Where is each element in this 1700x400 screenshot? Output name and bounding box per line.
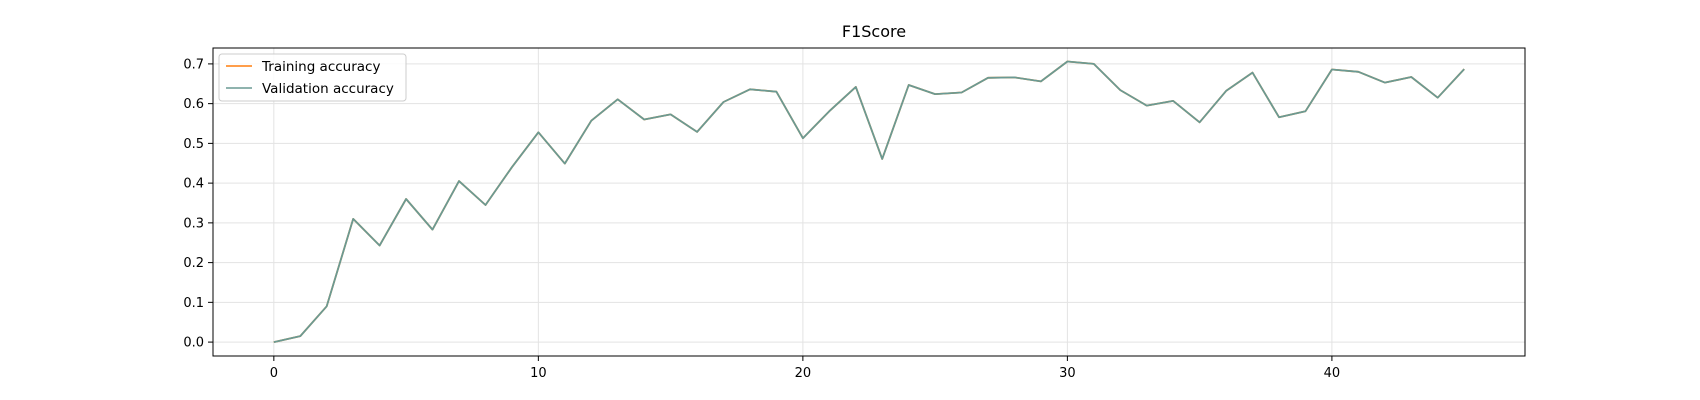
x-tick-label: 40	[1324, 366, 1341, 381]
x-tick-label: 20	[795, 366, 812, 381]
x-tick-label: 10	[530, 366, 547, 381]
y-tick-label: 0.0	[183, 336, 204, 351]
y-tick-label: 0.4	[183, 177, 204, 192]
y-axis: 0.0 0.1 0.2 0.3 0.4 0.5 0.6 0.7	[183, 57, 213, 351]
validation-accuracy-line	[273, 60, 1465, 343]
plot-frame	[212, 47, 1526, 357]
series-lines	[273, 60, 1465, 343]
chart-title: F1Score	[842, 22, 906, 41]
y-tick-label: 0.6	[183, 97, 204, 112]
grid	[213, 48, 1525, 356]
y-tick-label: 0.5	[183, 137, 204, 152]
y-tick-label: 0.2	[183, 256, 204, 271]
legend: Training accuracy Validation accuracy	[218, 53, 407, 102]
y-tick-label: 0.1	[183, 296, 204, 311]
legend-label-validation: Validation accuracy	[262, 81, 394, 97]
x-axis: 0 10 20 30 40	[270, 356, 1340, 381]
legend-box	[218, 53, 407, 102]
x-tick-label: 30	[1059, 366, 1076, 381]
y-tick-label: 0.3	[183, 216, 204, 231]
y-tick-label: 0.7	[183, 57, 204, 72]
legend-label-training: Training accuracy	[261, 59, 380, 75]
x-tick-label: 0	[270, 366, 278, 381]
